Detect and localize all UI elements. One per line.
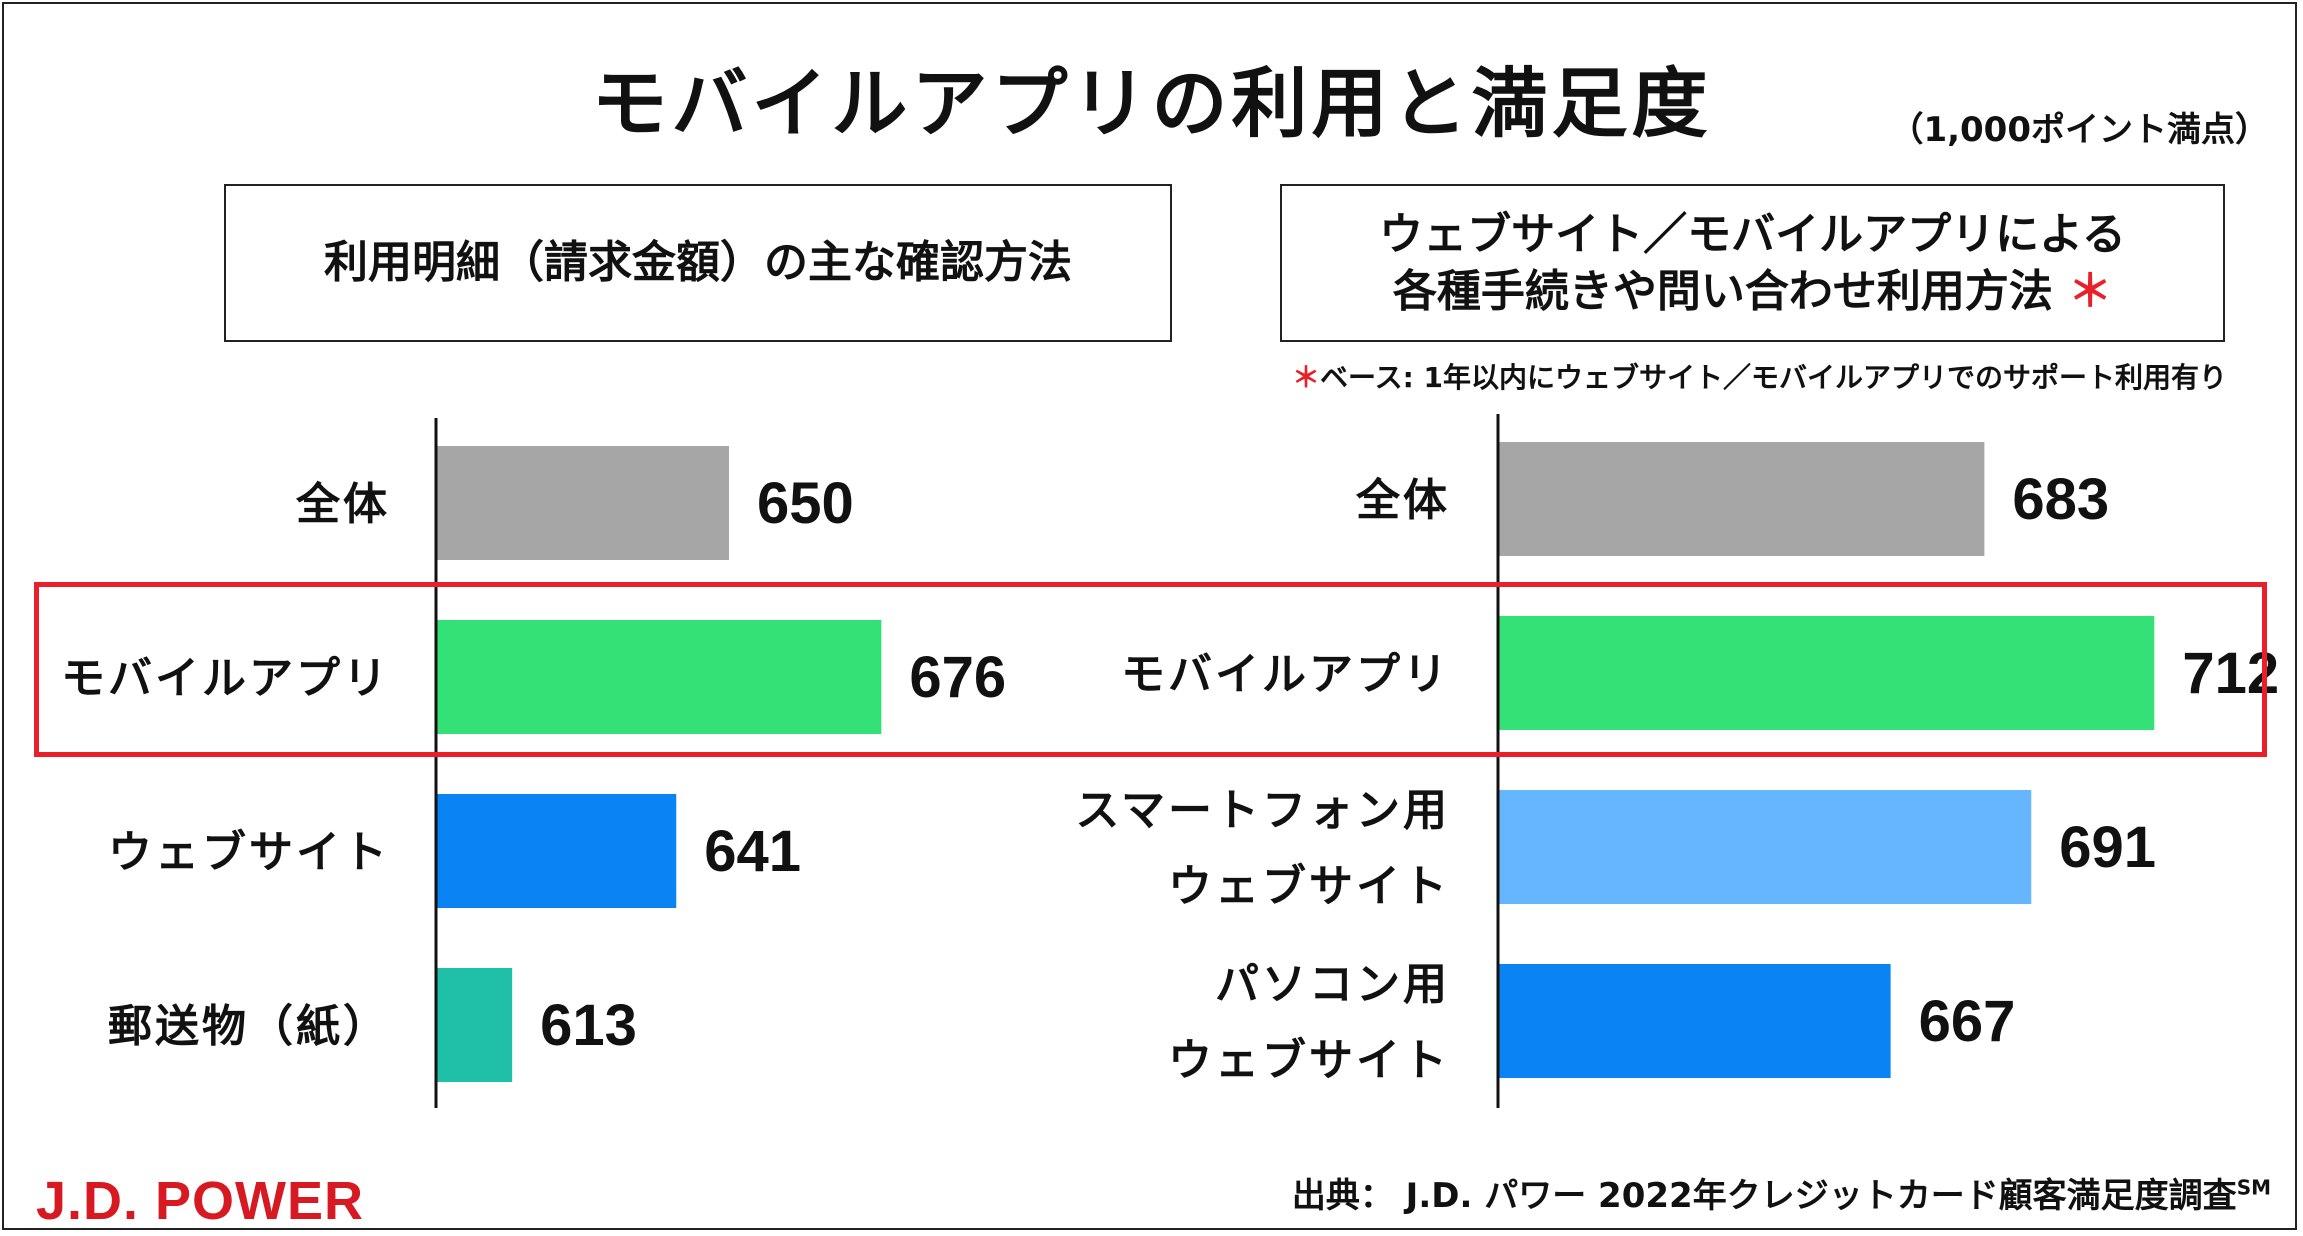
base-note: ＊ベース: 1年以内にウェブサイト／モバイルアプリでのサポート利用有り xyxy=(1292,356,2227,396)
note-asterisk: ＊ xyxy=(1292,361,1321,394)
data-label-2-3: 691 xyxy=(2059,815,2156,880)
category-label-2-4-1: パソコン用 xyxy=(1215,959,1450,1010)
right-panel-heading: ウェブサイト／モバイルアプリによる 各種手続きや問い合わせ利用方法 ＊ xyxy=(1280,184,2225,342)
mobile-app-highlight-box xyxy=(34,582,2267,757)
source-text: 出典： J.D. パワー 2022年クレジットカード顧客満足度調査 xyxy=(1291,1176,2237,1216)
bar-1-2 xyxy=(436,620,882,734)
asterisk-mark: ＊ xyxy=(2068,266,2113,317)
category-label-1-4-1: 郵送物（紙） xyxy=(108,1001,390,1052)
category-label-2-1-1: 全体 xyxy=(1355,475,1450,526)
base-note-text: ベース: 1年以内にウェブサイト／モバイルアプリでのサポート利用有り xyxy=(1320,361,2228,394)
data-label-1-4: 613 xyxy=(540,993,637,1058)
jd-power-logo: J.D. POWER xyxy=(36,1171,365,1231)
source-sup: SM xyxy=(2236,1175,2271,1200)
category-label-1-2-1: モバイルアプリ xyxy=(61,653,390,704)
bar-1-3 xyxy=(436,794,677,908)
category-label-2-2-1: モバイルアプリ xyxy=(1121,649,1450,700)
bar-2-4 xyxy=(1498,964,1891,1078)
bar-2-1 xyxy=(1498,442,1985,556)
source-note: 出典： J.D. パワー 2022年クレジットカード顧客満足度調査SM xyxy=(1292,1168,2271,1217)
bar-1-1 xyxy=(436,446,729,560)
left-panel-heading: 利用明細（請求金額）の主な確認方法 xyxy=(224,184,1172,342)
category-label-2-3-2: ウェブサイト xyxy=(1168,861,1450,912)
data-label-1-3: 641 xyxy=(704,819,801,884)
right-panel-heading-line1: ウェブサイト／モバイルアプリによる xyxy=(1379,208,2126,260)
bar-2-2 xyxy=(1498,616,2155,730)
category-label-1-1-1: 全体 xyxy=(295,479,390,530)
data-label-1-1: 650 xyxy=(757,471,854,536)
data-label-1-2: 676 xyxy=(909,645,1006,710)
category-label-1-3-1: ウェブサイト xyxy=(108,827,390,878)
category-label-2-4-2: ウェブサイト xyxy=(1168,1035,1450,1086)
chart-title: モバイルアプリの利用と満足度 xyxy=(591,59,1712,148)
category-label-2-3-1: スマートフォン用 xyxy=(1075,785,1450,836)
right-panel-heading-line2-text: 各種手続きや問い合わせ利用方法 xyxy=(1392,266,2053,317)
left-panel-heading-text: 利用明細（請求金額）の主な確認方法 xyxy=(324,237,1072,289)
unit-note: （1,000ポイント満点） xyxy=(1889,110,2269,150)
bar-2-3 xyxy=(1498,790,2032,904)
bar-1-4 xyxy=(436,968,513,1082)
right-panel-heading-line2: 各種手続きや問い合わせ利用方法 ＊ xyxy=(1393,263,2112,320)
data-label-2-4: 667 xyxy=(1919,989,2016,1054)
data-label-2-1: 683 xyxy=(2012,467,2109,532)
